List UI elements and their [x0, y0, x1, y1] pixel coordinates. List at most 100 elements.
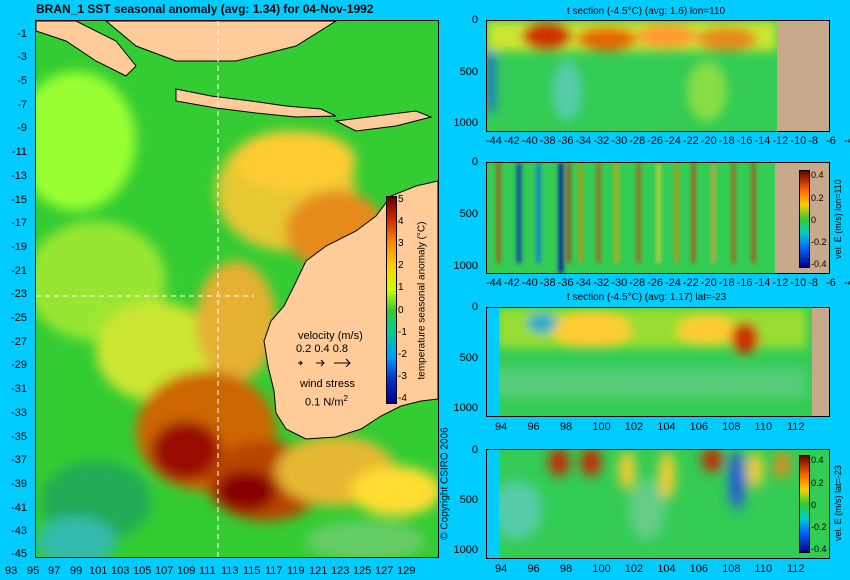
main-x-tick: 93 — [5, 565, 18, 577]
panel3-x-tick: 100 — [592, 421, 611, 433]
velocity-legend-arrows — [296, 357, 356, 367]
sst-colorbar-tick: 5 — [398, 194, 404, 205]
panel4-x-tick: 110 — [754, 563, 773, 575]
panel2-x-tick: -4 — [844, 277, 850, 289]
panel4-y-tick: 500 — [459, 494, 478, 506]
wind-scale-value: 0.1 N/m — [305, 396, 344, 409]
panel1-x-tick: -26 — [647, 135, 663, 147]
panel4-x-tick: 100 — [592, 563, 611, 575]
panel2-colorbar-tick: -0.4 — [811, 259, 827, 269]
main-x-tick: 95 — [27, 565, 40, 577]
panel1-x-tick: -4 — [844, 135, 850, 147]
panel2-y-tick: 1000 — [453, 260, 478, 272]
main-y-tick: -17 — [11, 217, 27, 229]
panel4-x-tick: 102 — [624, 563, 644, 575]
panel1-x-tick: -32 — [593, 135, 610, 147]
main-x-tick: 127 — [375, 565, 394, 577]
main-y-tick: -45 — [11, 548, 27, 560]
panel2-colorbar-label: vel. E (m/s) lon=110 — [833, 179, 843, 259]
panel3-x-tick: 110 — [754, 421, 773, 433]
sumatra-island — [36, 21, 137, 77]
panel3-x-tick: 102 — [624, 421, 644, 433]
panel2-x-tick: -34 — [575, 277, 592, 289]
panel1-title: t section (-4.5°C) (avg: 1.6) lon=110 — [567, 6, 726, 17]
main-x-tick: 101 — [89, 565, 108, 577]
main-x-tick: 107 — [155, 565, 174, 577]
panel2-x-tick: -14 — [754, 277, 771, 289]
panel4-x-tick: 104 — [657, 563, 676, 575]
panel1-y-tick: 0 — [471, 14, 478, 26]
panel3-y-tick: 500 — [459, 352, 478, 364]
main-x-tick: 97 — [48, 565, 61, 577]
panel2-x-tick: -26 — [647, 277, 663, 289]
panel3-title: t section (-4.5°C) (avg: 1.17) lat=-23 — [567, 292, 727, 303]
panel1-x-tick: -24 — [665, 135, 681, 147]
panel2-x-tick: -16 — [736, 277, 753, 289]
panel3-x-tick: 104 — [657, 421, 676, 433]
panel4-colorbar-tick: 0 — [811, 500, 817, 510]
panel2-x-tick: -18 — [718, 277, 735, 289]
main-map-title: BRAN_1 SST seasonal anomaly (avg: 1.34) … — [36, 2, 374, 16]
velocity-legend-scale: 0.2 0.4 0.8 — [296, 343, 348, 355]
panel1-x-tick: -16 — [736, 135, 753, 147]
panel3-section-plot — [486, 307, 830, 417]
panel2-x-tick: -36 — [557, 277, 574, 289]
main-y-tick: -25 — [11, 312, 27, 324]
borneo-land — [105, 21, 337, 62]
panel4-colorbar-tick: 0.2 — [811, 478, 824, 488]
main-y-tick: -41 — [11, 502, 27, 514]
panel2-x-tick: -30 — [611, 277, 628, 289]
panel4-y-tick: 0 — [471, 444, 478, 456]
main-x-tick: 105 — [133, 565, 152, 577]
panel4-velocity-plot — [486, 449, 830, 559]
panel1-x-tick: -12 — [772, 135, 789, 147]
main-y-tick: -29 — [11, 359, 27, 371]
sst-colorbar-tick: -2 — [398, 349, 407, 360]
main-x-tick: 103 — [111, 565, 130, 577]
main-y-tick: -43 — [11, 525, 27, 537]
panel4-colorbar-tick: 0.4 — [811, 455, 824, 465]
main-x-tick: 109 — [177, 565, 196, 577]
panel4-x-tick: 108 — [722, 563, 741, 575]
sst-colorbar-tick: 2 — [398, 260, 404, 271]
panel3-x-tick: 94 — [495, 421, 508, 433]
sst-colorbar-label: temperature seasonal anomaly (°C) — [416, 221, 428, 380]
sst-colorbar — [386, 196, 397, 404]
panel1-section-plot — [486, 20, 830, 132]
panel2-colorbar-tick: 0.2 — [811, 193, 824, 203]
velocity-legend-label: velocity (m/s) — [298, 330, 363, 342]
panel3-x-tick: 106 — [689, 421, 709, 433]
main-y-tick: -5 — [17, 75, 27, 87]
panel2-colorbar-tick: 0.4 — [811, 170, 824, 180]
main-y-tick: -7 — [17, 99, 27, 111]
timor-island — [334, 110, 433, 132]
panel1-x-tick: -14 — [754, 135, 771, 147]
panel1-y-tick: 500 — [459, 66, 478, 78]
panel1-x-tick: -28 — [629, 135, 646, 147]
main-y-tick: -3 — [17, 51, 27, 63]
panel3-x-tick: 112 — [787, 421, 805, 433]
sst-colorbar-tick: -4 — [398, 393, 407, 404]
panel2-velocity-plot — [486, 162, 830, 274]
panel1-x-tick: -18 — [718, 135, 735, 147]
main-x-tick: 129 — [397, 565, 416, 577]
main-x-tick: 125 — [353, 565, 372, 577]
panel4-colorbar-label: vel. E (m/s) lat=-23 — [833, 465, 843, 541]
panel4-x-tick: 96 — [527, 563, 540, 575]
main-y-tick: -15 — [11, 194, 27, 206]
panel1-x-tick: -38 — [539, 135, 556, 147]
panel1-x-tick: -30 — [611, 135, 628, 147]
anomaly-field — [36, 71, 438, 557]
panel4-x-tick: 98 — [559, 563, 573, 575]
panel1-x-tick: -22 — [682, 135, 699, 147]
main-x-tick: 119 — [287, 565, 305, 577]
panel2-x-tick: -28 — [629, 277, 646, 289]
panel1-y-tick: 1000 — [453, 117, 478, 129]
panel2-x-tick: -38 — [539, 277, 556, 289]
main-y-tick: -31 — [11, 383, 27, 395]
copyright-notice: © Copyright CSIRO 2006 — [439, 427, 451, 540]
main-x-tick: 99 — [70, 565, 83, 577]
panel1-x-tick: -8 — [808, 135, 818, 147]
panel2-x-tick: -42 — [503, 277, 520, 289]
sst-colorbar-tick: -3 — [398, 371, 407, 382]
